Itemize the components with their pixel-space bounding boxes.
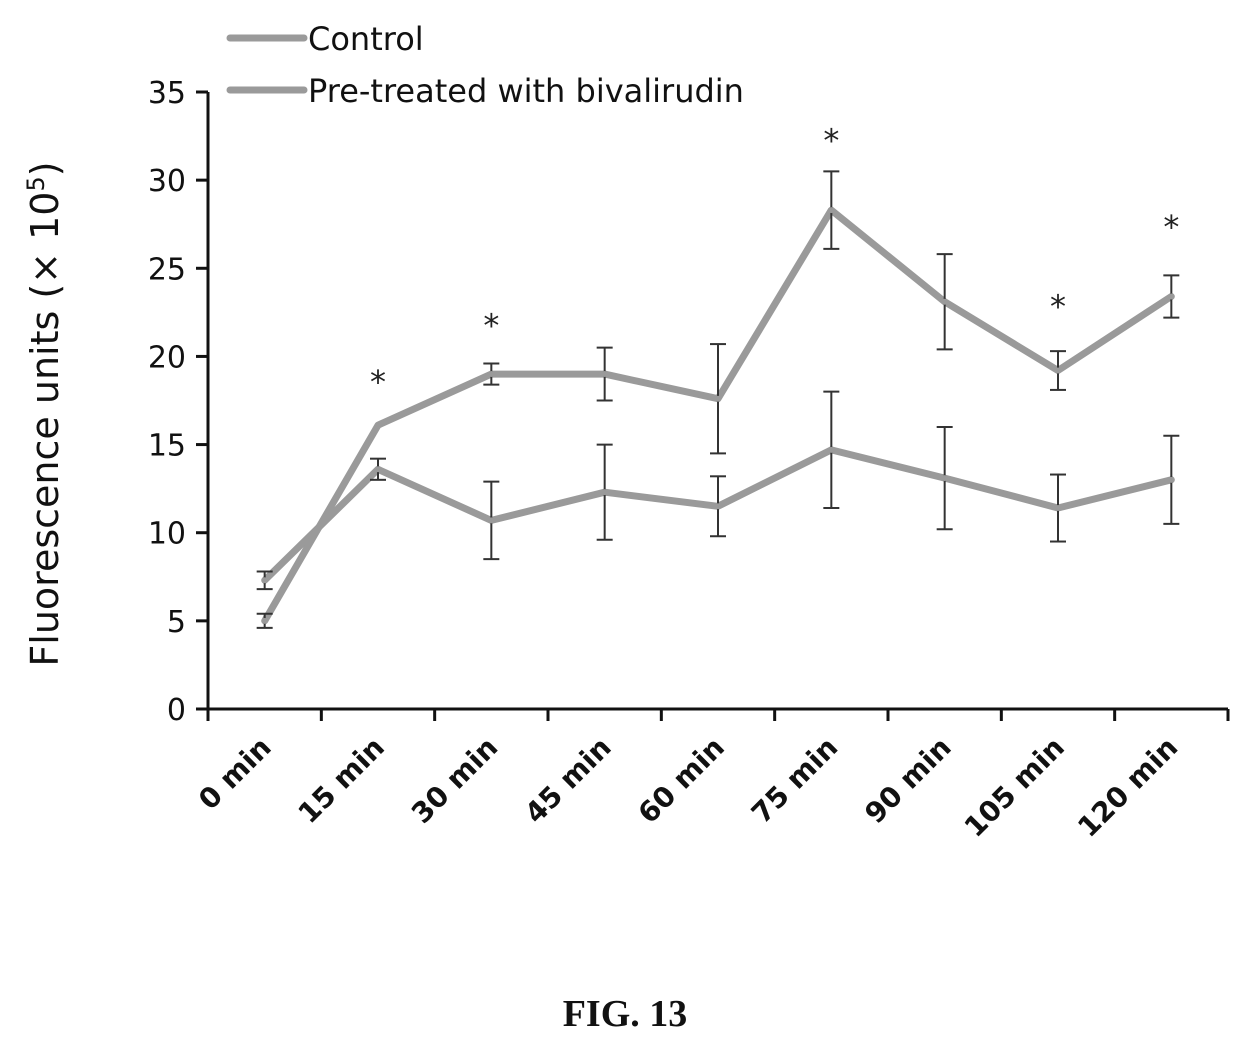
legend-item-1: Control xyxy=(226,20,424,58)
y-tick-label: 30 xyxy=(148,164,186,199)
x-tick-label: 0 min xyxy=(192,731,278,817)
data-point xyxy=(941,298,948,305)
data-point xyxy=(1168,476,1175,483)
y-tick-label: 35 xyxy=(148,76,186,111)
series-1 xyxy=(256,390,1180,591)
data-point xyxy=(375,466,381,473)
data-point xyxy=(828,446,835,453)
y-axis-ticks: 0 5 10 15 20 25 30 35 xyxy=(148,76,208,728)
data-point xyxy=(488,371,495,378)
data-point xyxy=(715,395,721,402)
data-point xyxy=(488,517,495,524)
significance-annotations: * * * * * xyxy=(370,122,1179,402)
axes xyxy=(206,92,1228,711)
data-point xyxy=(1055,367,1061,374)
data-point xyxy=(261,577,268,584)
x-tick-label: 60 min xyxy=(632,731,731,830)
legend-item-2: Pre-treated with bivalirudin xyxy=(226,72,744,110)
data-point xyxy=(941,475,948,482)
y-axis-title: Fluorescence units (× 105) xyxy=(22,161,67,666)
y-tick-label: 15 xyxy=(148,429,186,464)
figure-caption: FIG. 13 xyxy=(562,993,688,1035)
significance-star: * xyxy=(1050,287,1066,325)
x-axis-ticks: 0 min 15 min 30 min 45 min 60 min 75 min 90 mi… xyxy=(192,709,1230,844)
y-tick-label: 10 xyxy=(148,517,186,552)
significance-star: * xyxy=(1163,208,1179,246)
x-tick-label: 75 min xyxy=(745,731,844,830)
legend-label: Control xyxy=(308,20,424,58)
x-tick-label: 30 min xyxy=(405,731,504,830)
x-tick-label: 90 min xyxy=(858,731,957,830)
x-tick-label: 45 min xyxy=(518,731,617,830)
data-point xyxy=(1168,293,1175,300)
series-group xyxy=(256,170,1180,629)
significance-star: * xyxy=(483,307,499,345)
x-tick-label: 15 min xyxy=(292,731,391,830)
legend: Control Pre-treated with bivalirudin xyxy=(226,20,744,110)
legend-label: Pre-treated with bivalirudin xyxy=(308,72,744,110)
data-point xyxy=(261,617,268,624)
significance-star: * xyxy=(370,363,386,401)
significance-star: * xyxy=(823,122,839,160)
y-tick-label: 25 xyxy=(148,252,186,287)
data-point xyxy=(375,422,381,429)
data-point xyxy=(828,207,835,214)
y-tick-label: 0 xyxy=(167,693,186,728)
data-point xyxy=(601,371,608,378)
y-tick-label: 5 xyxy=(167,605,186,640)
x-tick-label: 105 min xyxy=(958,731,1071,844)
x-tick-label: 120 min xyxy=(1071,731,1184,844)
data-point xyxy=(1055,505,1061,512)
series-2 xyxy=(256,170,1180,629)
y-tick-label: 20 xyxy=(148,340,186,375)
data-point xyxy=(715,503,721,510)
data-point xyxy=(601,489,608,496)
